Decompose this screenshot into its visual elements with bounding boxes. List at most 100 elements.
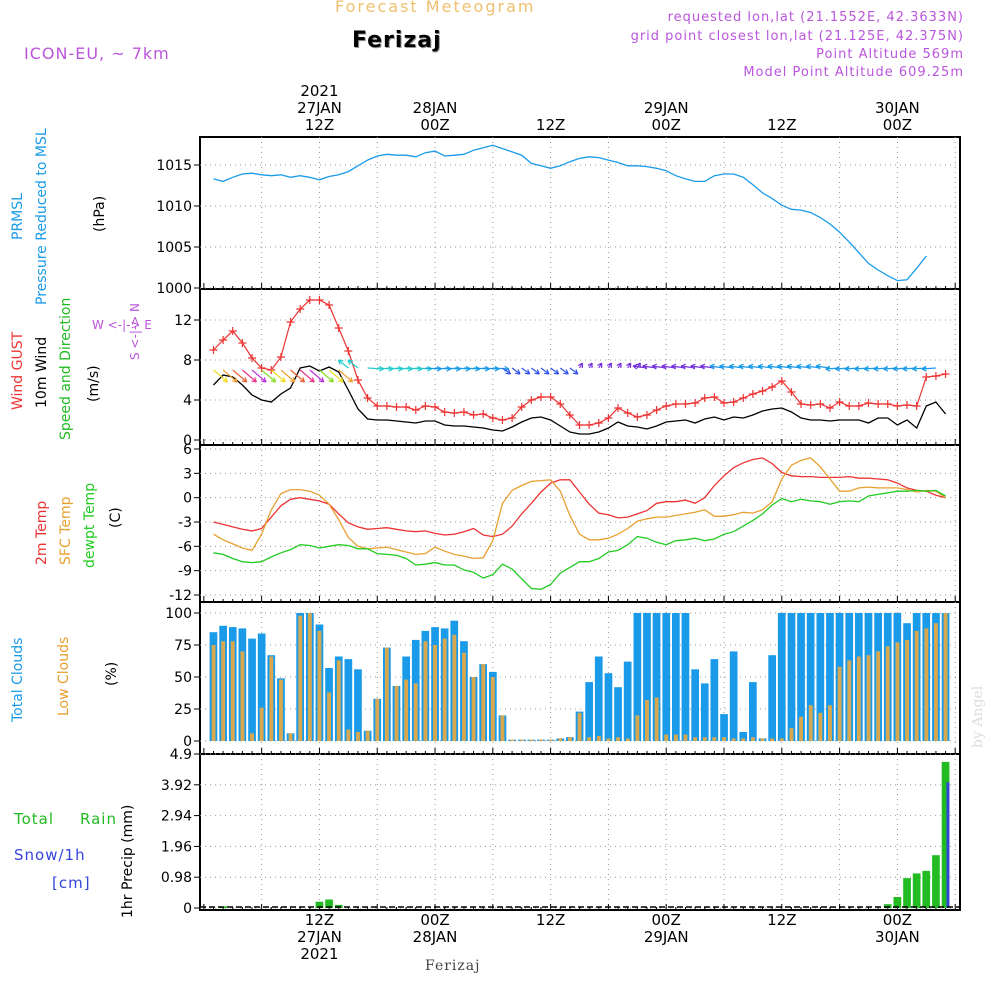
gust-marker bbox=[652, 406, 661, 414]
rain-bar bbox=[325, 899, 333, 908]
y-tick-label: 8 bbox=[183, 353, 192, 369]
gust-marker bbox=[305, 296, 314, 304]
wind-arrow bbox=[587, 362, 593, 369]
top-time-label: 2021 bbox=[300, 82, 338, 100]
low-cloud-bar bbox=[558, 738, 563, 741]
low-cloud-bar bbox=[423, 641, 428, 741]
y-tick-label: -6 bbox=[178, 539, 192, 555]
rain-bar bbox=[932, 855, 940, 908]
gust-marker bbox=[931, 372, 940, 380]
wind-arrow bbox=[626, 362, 632, 369]
low-cloud-bar bbox=[279, 679, 283, 741]
wind-arrow bbox=[328, 369, 344, 383]
gust-marker bbox=[864, 399, 873, 407]
low-cloud-bar bbox=[693, 737, 698, 741]
gust-marker bbox=[594, 419, 603, 427]
low-cloud-bar bbox=[914, 630, 919, 741]
wind-arrow bbox=[921, 365, 936, 372]
gust-marker bbox=[469, 411, 478, 419]
panel-frame-0 bbox=[199, 136, 961, 290]
gust-marker bbox=[228, 327, 237, 335]
bottom-time-label: 12Z bbox=[305, 911, 334, 929]
low-cloud-bar bbox=[452, 634, 457, 741]
rain-bar bbox=[893, 897, 902, 908]
gust-marker bbox=[421, 402, 430, 410]
low-cloud-bar bbox=[616, 737, 620, 741]
gust-marker bbox=[459, 408, 468, 416]
gust-marker bbox=[488, 414, 497, 422]
bottom-time-label: 00Z bbox=[652, 911, 681, 929]
low-cloud-bar bbox=[462, 652, 466, 741]
gust-marker bbox=[238, 339, 247, 347]
top-time-label: 00Z bbox=[652, 116, 681, 134]
total-cloud-bar bbox=[672, 613, 680, 741]
low-cloud-bar bbox=[779, 738, 784, 741]
y-tick-label: 100 bbox=[165, 606, 192, 622]
gust-marker bbox=[286, 318, 295, 326]
wind-arrow bbox=[347, 359, 359, 369]
low-cloud-bar bbox=[847, 660, 852, 741]
low-cloud-bar bbox=[596, 735, 601, 741]
wind-arrow bbox=[530, 367, 540, 375]
low-cloud-bar bbox=[327, 692, 331, 741]
gust-marker bbox=[536, 393, 545, 401]
total-rain-label-b: Rain bbox=[80, 810, 117, 828]
gust-marker bbox=[825, 404, 834, 412]
wind-arrow bbox=[521, 367, 531, 375]
low-cloud-bar bbox=[240, 651, 245, 741]
gust-marker bbox=[941, 370, 950, 378]
gust-marker bbox=[267, 366, 276, 374]
wind-arrow bbox=[290, 369, 306, 383]
low-cloud-bar bbox=[895, 642, 900, 741]
y-tick-label: 0 bbox=[183, 734, 192, 750]
low-cloud-bar bbox=[712, 737, 717, 741]
top-time-label: 29JAN bbox=[644, 99, 689, 117]
gust-marker bbox=[411, 406, 420, 414]
bottom-time-label: 29JAN bbox=[644, 928, 689, 946]
rain-bar bbox=[903, 878, 911, 908]
gust-marker bbox=[440, 408, 449, 416]
low-cloud-bar bbox=[606, 738, 611, 741]
gust-marker bbox=[382, 402, 391, 410]
total-cloud-bar bbox=[257, 633, 266, 741]
y-tick-label: 50 bbox=[174, 670, 192, 686]
bottom-time-label: 00Z bbox=[420, 911, 449, 929]
wind-arrow bbox=[502, 367, 512, 375]
low-cloud-bar bbox=[924, 628, 929, 741]
total-cloud-bar bbox=[604, 673, 613, 741]
panel-frame-2 bbox=[199, 444, 961, 603]
total-cloud-bar bbox=[768, 655, 776, 741]
prmsl-line bbox=[213, 144, 927, 282]
gust-marker bbox=[585, 421, 594, 429]
gust-marker bbox=[431, 403, 440, 411]
low-cloud-bar bbox=[548, 739, 553, 741]
station-title: Ferizaj bbox=[352, 28, 442, 53]
wind-arrow bbox=[270, 369, 286, 383]
low-cloud-bar bbox=[250, 733, 254, 741]
y-tick-label: 0.98 bbox=[161, 870, 192, 886]
gust-marker bbox=[739, 394, 748, 402]
top-time-label: 00Z bbox=[883, 116, 912, 134]
wind-arrow bbox=[222, 369, 238, 383]
low-cloud-bar bbox=[500, 715, 505, 741]
low-cloud-bar bbox=[539, 739, 543, 741]
chart-top-title: Forecast Meteogram bbox=[335, 0, 536, 16]
y-tick-label: 2.94 bbox=[161, 809, 192, 825]
gust-marker bbox=[479, 410, 488, 418]
snow-label: Snow/1h bbox=[14, 846, 86, 864]
top-time-label: 28JAN bbox=[413, 99, 458, 117]
gust-marker bbox=[219, 336, 228, 344]
low-cloud-bar bbox=[519, 739, 524, 741]
y-tick-label: 1015 bbox=[156, 158, 192, 174]
snow-bar bbox=[946, 782, 950, 908]
total-cloud-bar bbox=[614, 687, 622, 741]
low-cloud-bar bbox=[375, 698, 380, 741]
gust-marker bbox=[604, 414, 613, 422]
y-tick-label: 6 bbox=[183, 442, 192, 458]
y-tick-label: 0 bbox=[183, 433, 192, 449]
gust-marker bbox=[903, 401, 912, 409]
footer-station: Ferizaj bbox=[425, 958, 481, 974]
low-cloud-bar bbox=[317, 630, 322, 741]
y-tick-label: 4.9 bbox=[170, 747, 192, 763]
low-cloud-bar bbox=[702, 737, 707, 741]
